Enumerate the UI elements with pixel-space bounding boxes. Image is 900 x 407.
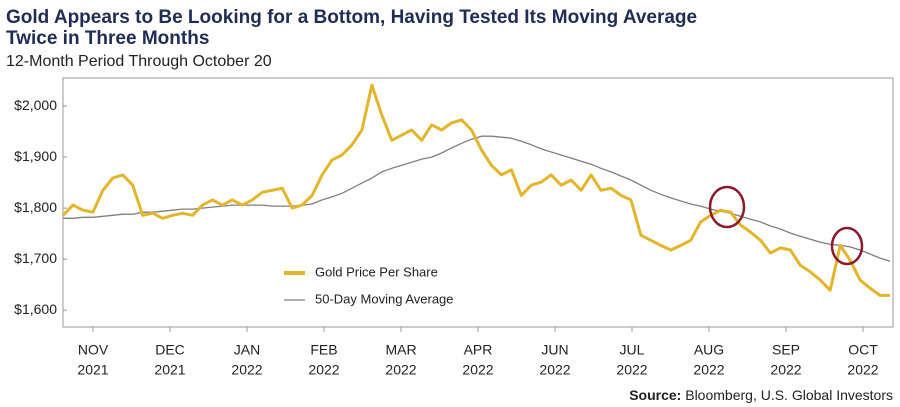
highlight-circle	[708, 185, 746, 229]
y-tick-label: $2,000	[14, 97, 57, 113]
plot-frame	[62, 77, 894, 328]
x-tick-label: JAN	[234, 342, 260, 358]
x-tick-label: AUG	[694, 342, 724, 358]
x-tick-label: 2022	[385, 362, 416, 378]
chart-title: Gold Appears to Be Looking for a Bottom,…	[6, 7, 697, 28]
series-line	[61, 83, 890, 297]
plot: $1,600 $1,700 $1,800 $1,900 $2,000 NOV 2021 DEC…	[14, 83, 891, 378]
x-tick-label: 2022	[616, 362, 647, 378]
x-tick-label: 2021	[154, 362, 185, 378]
source-label: Source:	[629, 387, 681, 403]
legend-label: Gold Price Per Share	[315, 264, 438, 279]
y-tick-label: $1,700	[14, 250, 57, 266]
x-tick-label: APR	[464, 342, 493, 358]
x-tick-label: JUL	[620, 342, 645, 358]
x-tick-label: SEP	[772, 342, 800, 358]
x-tick-label: 2022	[847, 362, 878, 378]
chart-subtitle: 12-Month Period Through October 20	[6, 53, 272, 70]
x-tick-label: 2022	[539, 362, 570, 378]
source: Source: Bloomberg, U.S. Global Investors	[629, 387, 893, 403]
x-tick-label: 2022	[308, 362, 339, 378]
source-text: Bloomberg, U.S. Global Investors	[685, 387, 893, 403]
x-tick-label: OCT	[848, 342, 878, 358]
y-tick-label: $1,600	[14, 301, 57, 317]
x-tick-label: JUN	[541, 342, 568, 358]
highlight-circle	[830, 226, 864, 266]
x-tick-label: 2022	[462, 362, 493, 378]
x-tick-label: 2022	[231, 362, 262, 378]
x-tick-label: FEB	[310, 342, 337, 358]
x-tick-label: MAR	[385, 342, 416, 358]
x-tick-label: DEC	[155, 342, 185, 358]
x-tick-label: 2021	[77, 362, 108, 378]
x-tick-label: NOV	[78, 342, 109, 358]
x-tick-label: 2022	[693, 362, 724, 378]
legend-label: 50-Day Moving Average	[315, 291, 454, 306]
series-line	[63, 135, 891, 262]
y-tick-label: $1,800	[14, 199, 57, 215]
x-tick-label: 2022	[770, 362, 801, 378]
y-tick-label: $1,900	[14, 148, 57, 164]
chart-title: Twice in Three Months	[6, 28, 209, 49]
